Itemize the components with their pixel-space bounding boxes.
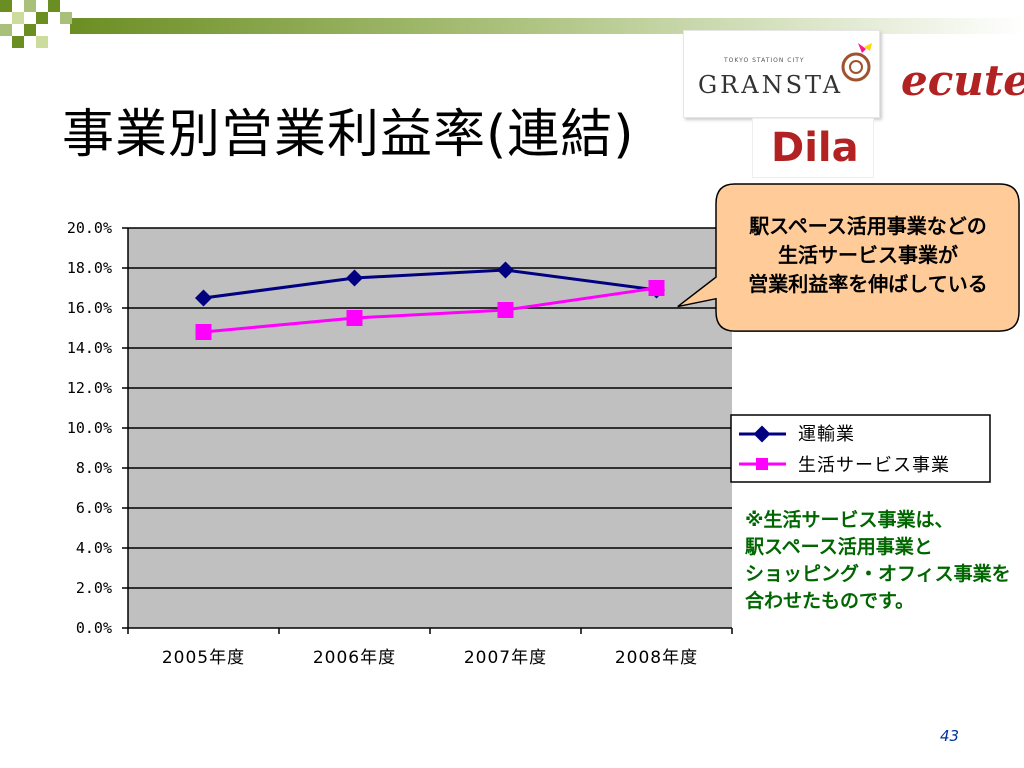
y-tick-label: 2.0%	[76, 579, 112, 597]
y-tick-label: 4.0%	[76, 539, 112, 557]
dila-logo-text: Dila	[771, 125, 859, 171]
data-point-life-service	[195, 324, 212, 340]
callout-line: 駅スペース活用事業などの	[749, 214, 987, 238]
data-point-transport	[497, 261, 514, 279]
x-tick-label: 2008年度	[615, 648, 698, 668]
data-point-transport	[195, 289, 212, 307]
page-number: 43	[940, 727, 960, 745]
y-tick-label: 6.0%	[76, 499, 112, 517]
footnote-line: ※生活サービス事業は、	[745, 509, 954, 531]
footnote-line: ショッピング・オフィス事業を	[745, 563, 1011, 585]
legend-box	[730, 414, 991, 483]
chart-legend: 運輸業 生活サービス事業	[730, 414, 991, 483]
y-tick-label: 12.0%	[67, 379, 112, 397]
decor-square	[60, 12, 72, 24]
data-point-life-service	[648, 280, 665, 296]
legend-label-transport: 運輸業	[798, 424, 855, 445]
series-line-transport	[203, 268, 657, 300]
ecute-logo: ecute	[895, 52, 1024, 112]
y-tick-label: 18.0%	[67, 259, 112, 277]
y-tick-label: 8.0%	[76, 459, 112, 477]
ecute-logo-text: ecute	[901, 56, 1024, 105]
decor-square	[24, 24, 36, 36]
decor-square	[36, 36, 48, 48]
slide-title: 事業別営業利益率(連結)	[62, 105, 635, 165]
callout-text: 駅スペース活用事業などの 生活サービス事業が 営業利益率を伸ばしている	[716, 212, 1020, 299]
y-axis-ticks: 0.0% 2.0% 4.0% 6.0% 8.0% 10.0% 12.0% 14.0% 16.0%…	[67, 219, 128, 637]
y-tick-label: 10.0%	[67, 419, 112, 437]
callout-line: 営業利益率を伸ばしている	[748, 272, 988, 296]
footnote-line: 駅スペース活用事業と	[745, 536, 933, 558]
decor-square	[48, 0, 60, 12]
decor-square	[36, 12, 48, 24]
x-tick-label: 2005年度	[162, 648, 245, 668]
gransta-logo-subtitle: TOKYO STATION CITY	[724, 57, 805, 64]
gransta-logo: TOKYO STATION CITY GRANSTA	[683, 30, 880, 118]
gransta-swirl-icon	[841, 43, 872, 82]
series-line-life-service	[203, 286, 657, 334]
x-axis-ticks: 2005年度 2006年度 2007年度 2008年度	[127, 628, 733, 668]
y-tick-label: 14.0%	[67, 339, 112, 357]
y-tick-label: 0.0%	[76, 619, 112, 637]
footnote: ※生活サービス事業は、 駅スペース活用事業と ショッピング・オフィス事業を 合わ…	[745, 507, 1020, 615]
decor-square	[12, 12, 24, 24]
decor-square	[12, 36, 24, 48]
legend-label-life-service: 生活サービス事業	[798, 455, 950, 476]
series-layer	[195, 261, 665, 340]
gridlines	[128, 227, 732, 589]
decor-square	[0, 0, 12, 12]
x-tick-label: 2006年度	[313, 648, 396, 668]
data-point-life-service	[346, 310, 363, 326]
data-point-transport	[346, 269, 363, 287]
legend-marker-transport	[753, 425, 771, 443]
dila-logo: Dila	[752, 118, 874, 178]
y-tick-label: 16.0%	[67, 299, 112, 317]
footnote-line: 合わせたものです。	[745, 590, 915, 612]
callout-bubble	[677, 183, 1020, 332]
y-tick-label: 20.0%	[67, 219, 112, 237]
x-tick-label: 2007年度	[464, 648, 547, 668]
callout-line: 生活サービス事業が	[778, 243, 958, 267]
legend-marker-life-service	[756, 458, 768, 470]
decor-square	[24, 0, 36, 12]
gransta-logo-text: GRANSTA	[698, 71, 844, 99]
decor-square	[0, 24, 12, 36]
data-point-life-service	[497, 302, 514, 318]
